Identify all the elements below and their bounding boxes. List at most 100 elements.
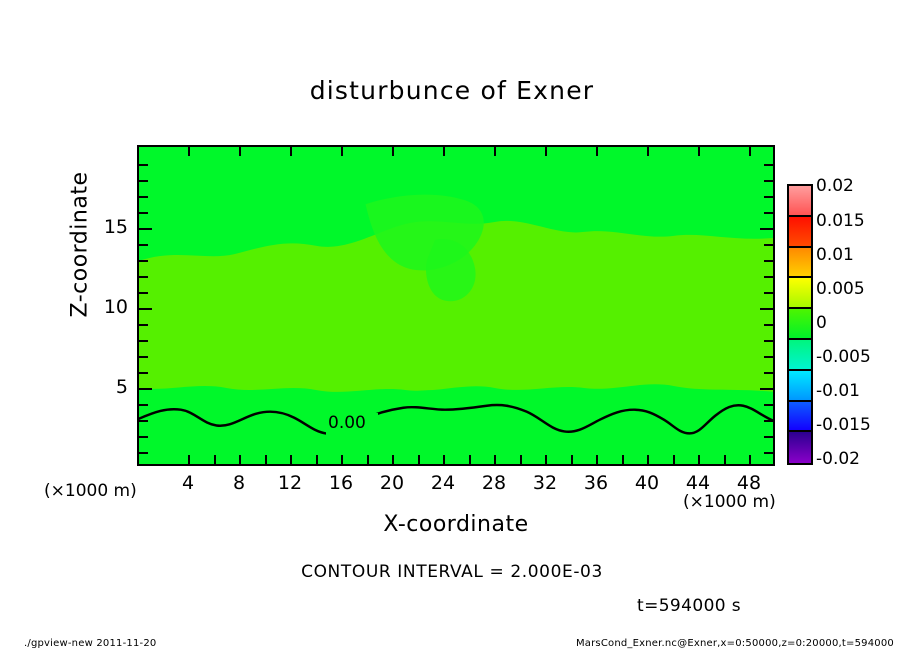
y-tick (139, 340, 148, 342)
x-tick (545, 455, 547, 464)
colorbar (787, 184, 813, 465)
page-title: disturbunce of Exner (309, 76, 595, 105)
y-tick (139, 244, 148, 246)
time-label: t=594000 s (637, 596, 742, 616)
y-tick-right (764, 404, 773, 406)
x-tick (723, 455, 726, 464)
colorbar-label: -0.02 (816, 449, 860, 469)
colorbar-cell (789, 247, 811, 279)
x-tick-label: 40 (634, 472, 660, 494)
x-tick-label: 4 (181, 472, 195, 494)
y-tick-right (764, 420, 773, 422)
contour-interval-caption: CONTOUR INTERVAL = 2.000E-03 (301, 562, 603, 582)
y-tick-right (764, 212, 773, 214)
colorbar-cell (789, 216, 811, 248)
x-tick (775, 455, 776, 464)
x-tick (239, 455, 241, 464)
colorbar-cell (789, 370, 811, 402)
x-tick (315, 455, 318, 464)
colorbar-cell (789, 401, 811, 433)
colorbar-label: 0.005 (816, 279, 865, 299)
x-tick-top (239, 147, 241, 156)
x-tick-label: 12 (277, 472, 303, 494)
y-tick-right (764, 324, 773, 326)
x-tick-top (596, 147, 598, 156)
y-tick (139, 180, 148, 182)
x-tick (443, 455, 445, 464)
y-tick-label: 10 (103, 296, 128, 318)
y-tick-right (764, 260, 773, 262)
x-tick (468, 455, 471, 464)
x-tick-label: 44 (685, 472, 711, 494)
zero-contour-line (139, 403, 773, 435)
y-tick (139, 324, 148, 326)
x-tick-label: 36 (583, 472, 609, 494)
x-tick (366, 455, 369, 464)
y-tick (139, 436, 148, 438)
x-tick-top (188, 147, 190, 156)
x-tick-top (341, 147, 343, 156)
x-tick-top (290, 147, 292, 156)
field-contour-bands (139, 194, 773, 464)
y-tick-major (139, 308, 152, 310)
x-tick (341, 455, 343, 464)
y-tick (139, 260, 148, 262)
x-tick-top (698, 147, 700, 156)
y-tick-right-major (760, 308, 773, 310)
y-tick-right (764, 292, 773, 294)
x-tick-label: 20 (379, 472, 405, 494)
colorbar-label: 0 (816, 313, 827, 333)
x-tick-label: 32 (532, 472, 558, 494)
x-axis-title: X-coordinate (383, 512, 529, 537)
x-tick-label: 8 (232, 472, 246, 494)
y-tick-label: 15 (103, 216, 128, 238)
x-tick (494, 455, 496, 464)
y-tick-right (764, 372, 773, 374)
y-tick-right (764, 340, 773, 342)
y-tick (139, 404, 148, 406)
x-tick (290, 455, 292, 464)
y-tick (139, 452, 148, 454)
x-tick-label: 16 (328, 472, 354, 494)
x-tick (596, 455, 598, 464)
x-tick (417, 455, 420, 464)
y-tick-major (139, 228, 152, 230)
y-tick-right (764, 356, 773, 358)
y-tick (139, 420, 148, 422)
y-tick-right (764, 164, 773, 166)
colorbar-label: 0.015 (816, 211, 865, 231)
x-tick-top (392, 147, 394, 156)
x-tick-label: 28 (481, 472, 507, 494)
y-tick (139, 356, 148, 358)
y-tick-right (764, 244, 773, 246)
y-tick (139, 196, 148, 198)
x-tick-top (749, 147, 751, 156)
plot-area: 0.00 (137, 145, 775, 466)
colorbar-cell (789, 339, 811, 371)
x-tick-top (647, 147, 649, 156)
colorbar-cell (789, 278, 811, 310)
footer-source: MarsCond_Exner.nc@Exner,x=0:50000,z=0:20… (575, 638, 894, 649)
x-tick (672, 455, 675, 464)
colorbar-cell (789, 186, 811, 217)
x-tick-label: 24 (430, 472, 456, 494)
y-tick-right (764, 436, 773, 438)
x-tick-top (494, 147, 496, 156)
x-tick-label: 48 (736, 472, 762, 494)
x-tick (647, 455, 649, 464)
x-tick (570, 455, 573, 464)
x-tick (213, 455, 216, 464)
colorbar-label: 0.01 (816, 245, 854, 265)
x-tick (749, 455, 751, 464)
y-tick (139, 292, 148, 294)
x-tick-top (443, 147, 445, 156)
x-tick-top (545, 147, 547, 156)
x-tick (698, 455, 700, 464)
colorbar-cell (789, 309, 811, 340)
colorbar-label: -0.005 (816, 347, 871, 367)
y-tick-right (764, 276, 773, 278)
y-tick-right (764, 180, 773, 182)
contour-label-mask (326, 413, 378, 435)
y-tick-right (764, 196, 773, 198)
y-tick (139, 212, 148, 214)
